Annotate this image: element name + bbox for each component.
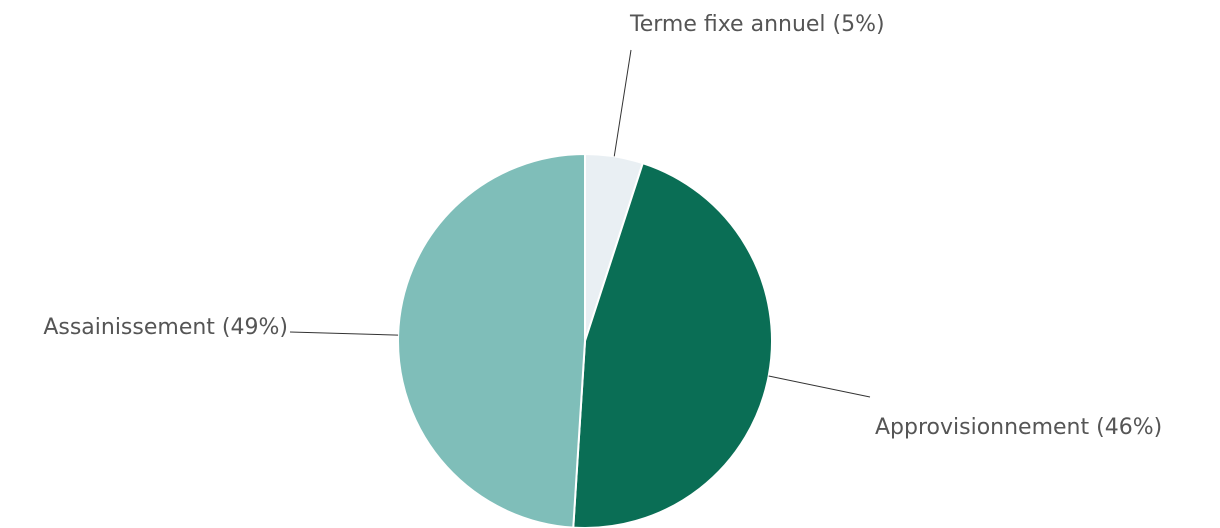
leader-line xyxy=(768,375,871,398)
leader-line xyxy=(289,331,399,336)
pie-slice xyxy=(397,152,586,528)
slice-label: Approvisionnement (46%) xyxy=(875,415,1162,440)
slice-label: Assainissement (49%) xyxy=(43,315,288,340)
slice-label: Terme fixe annuel (5%) xyxy=(629,12,885,37)
leader-line xyxy=(613,49,632,157)
